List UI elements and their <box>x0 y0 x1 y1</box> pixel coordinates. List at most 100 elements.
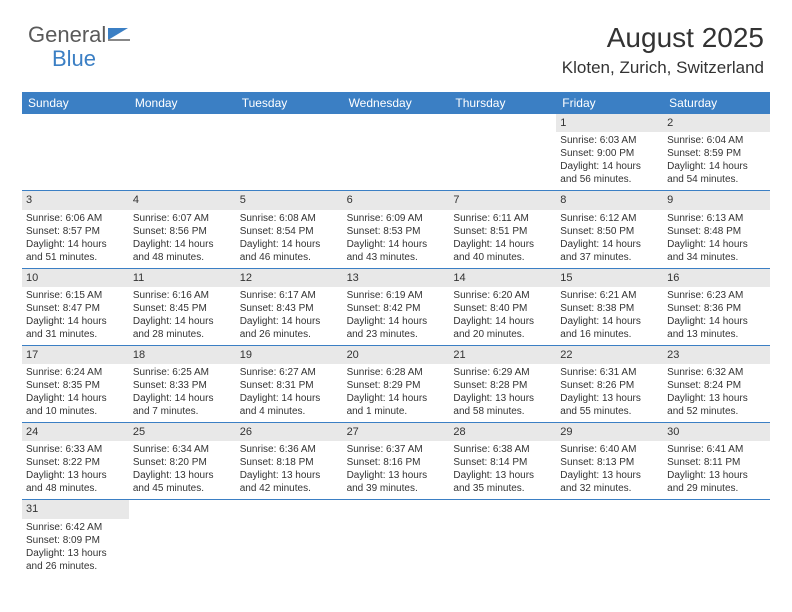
day-details: Sunrise: 6:31 AMSunset: 8:26 PMDaylight:… <box>556 364 663 422</box>
month-title: August 2025 <box>562 22 764 54</box>
day-number: 7 <box>449 191 556 209</box>
sunset-text: Sunset: 8:14 PM <box>453 456 552 469</box>
sunset-text: Sunset: 8:59 PM <box>667 147 766 160</box>
day-cell: 22Sunrise: 6:31 AMSunset: 8:26 PMDayligh… <box>556 346 663 422</box>
day-cell: 6Sunrise: 6:09 AMSunset: 8:53 PMDaylight… <box>343 191 450 267</box>
day-details: Sunrise: 6:07 AMSunset: 8:56 PMDaylight:… <box>129 210 236 268</box>
sunrise-text: Sunrise: 6:04 AM <box>667 134 766 147</box>
day-details: Sunrise: 6:03 AMSunset: 9:00 PMDaylight:… <box>556 132 663 190</box>
calendar: SundayMondayTuesdayWednesdayThursdayFrid… <box>22 92 770 577</box>
empty-cell <box>663 500 770 576</box>
sunrise-text: Sunrise: 6:06 AM <box>26 212 125 225</box>
daylight-text: Daylight: 14 hours and 23 minutes. <box>347 315 446 341</box>
sunrise-text: Sunrise: 6:16 AM <box>133 289 232 302</box>
empty-cell <box>236 114 343 190</box>
day-number: 24 <box>22 423 129 441</box>
sunrise-text: Sunrise: 6:09 AM <box>347 212 446 225</box>
daylight-text: Daylight: 13 hours and 29 minutes. <box>667 469 766 495</box>
sunset-text: Sunset: 8:50 PM <box>560 225 659 238</box>
daylight-text: Daylight: 13 hours and 26 minutes. <box>26 547 125 573</box>
day-number: 3 <box>22 191 129 209</box>
day-details: Sunrise: 6:25 AMSunset: 8:33 PMDaylight:… <box>129 364 236 422</box>
day-details: Sunrise: 6:04 AMSunset: 8:59 PMDaylight:… <box>663 132 770 190</box>
sunset-text: Sunset: 8:26 PM <box>560 379 659 392</box>
daylight-text: Daylight: 14 hours and 46 minutes. <box>240 238 339 264</box>
day-cell: 12Sunrise: 6:17 AMSunset: 8:43 PMDayligh… <box>236 269 343 345</box>
day-number: 10 <box>22 269 129 287</box>
daylight-text: Daylight: 14 hours and 51 minutes. <box>26 238 125 264</box>
day-cell: 2Sunrise: 6:04 AMSunset: 8:59 PMDaylight… <box>663 114 770 190</box>
day-number: 4 <box>129 191 236 209</box>
sunrise-text: Sunrise: 6:28 AM <box>347 366 446 379</box>
day-cell: 3Sunrise: 6:06 AMSunset: 8:57 PMDaylight… <box>22 191 129 267</box>
day-cell: 16Sunrise: 6:23 AMSunset: 8:36 PMDayligh… <box>663 269 770 345</box>
week-row: 17Sunrise: 6:24 AMSunset: 8:35 PMDayligh… <box>22 346 770 423</box>
day-details: Sunrise: 6:33 AMSunset: 8:22 PMDaylight:… <box>22 441 129 499</box>
day-details: Sunrise: 6:08 AMSunset: 8:54 PMDaylight:… <box>236 210 343 268</box>
day-number: 20 <box>343 346 450 364</box>
sunrise-text: Sunrise: 6:20 AM <box>453 289 552 302</box>
day-cell: 30Sunrise: 6:41 AMSunset: 8:11 PMDayligh… <box>663 423 770 499</box>
sunrise-text: Sunrise: 6:07 AM <box>133 212 232 225</box>
sunset-text: Sunset: 8:48 PM <box>667 225 766 238</box>
sunset-text: Sunset: 8:43 PM <box>240 302 339 315</box>
sunset-text: Sunset: 8:28 PM <box>453 379 552 392</box>
daylight-text: Daylight: 13 hours and 55 minutes. <box>560 392 659 418</box>
daylight-text: Daylight: 14 hours and 16 minutes. <box>560 315 659 341</box>
empty-cell <box>343 114 450 190</box>
daylight-text: Daylight: 14 hours and 13 minutes. <box>667 315 766 341</box>
sunrise-text: Sunrise: 6:42 AM <box>26 521 125 534</box>
sunrise-text: Sunrise: 6:38 AM <box>453 443 552 456</box>
day-cell: 1Sunrise: 6:03 AMSunset: 9:00 PMDaylight… <box>556 114 663 190</box>
daylight-text: Daylight: 13 hours and 48 minutes. <box>26 469 125 495</box>
location: Kloten, Zurich, Switzerland <box>562 58 764 78</box>
daylight-text: Daylight: 14 hours and 4 minutes. <box>240 392 339 418</box>
empty-cell <box>449 500 556 576</box>
day-details: Sunrise: 6:23 AMSunset: 8:36 PMDaylight:… <box>663 287 770 345</box>
daylight-text: Daylight: 14 hours and 48 minutes. <box>133 238 232 264</box>
week-row: 24Sunrise: 6:33 AMSunset: 8:22 PMDayligh… <box>22 423 770 500</box>
sunset-text: Sunset: 8:09 PM <box>26 534 125 547</box>
sunrise-text: Sunrise: 6:03 AM <box>560 134 659 147</box>
day-number: 6 <box>343 191 450 209</box>
dayname: Sunday <box>22 92 129 114</box>
sunset-text: Sunset: 8:36 PM <box>667 302 766 315</box>
day-cell: 20Sunrise: 6:28 AMSunset: 8:29 PMDayligh… <box>343 346 450 422</box>
sunset-text: Sunset: 8:53 PM <box>347 225 446 238</box>
sunset-text: Sunset: 8:35 PM <box>26 379 125 392</box>
empty-cell <box>343 500 450 576</box>
sunrise-text: Sunrise: 6:15 AM <box>26 289 125 302</box>
dayname: Saturday <box>663 92 770 114</box>
sunset-text: Sunset: 8:47 PM <box>26 302 125 315</box>
daylight-text: Daylight: 13 hours and 52 minutes. <box>667 392 766 418</box>
daylight-text: Daylight: 13 hours and 32 minutes. <box>560 469 659 495</box>
daylight-text: Daylight: 14 hours and 37 minutes. <box>560 238 659 264</box>
day-cell: 17Sunrise: 6:24 AMSunset: 8:35 PMDayligh… <box>22 346 129 422</box>
sunset-text: Sunset: 8:33 PM <box>133 379 232 392</box>
logo-text-blue: Blue <box>52 46 96 72</box>
empty-cell <box>236 500 343 576</box>
sunrise-text: Sunrise: 6:11 AM <box>453 212 552 225</box>
week-row: 10Sunrise: 6:15 AMSunset: 8:47 PMDayligh… <box>22 269 770 346</box>
day-number: 27 <box>343 423 450 441</box>
day-cell: 7Sunrise: 6:11 AMSunset: 8:51 PMDaylight… <box>449 191 556 267</box>
sunset-text: Sunset: 8:29 PM <box>347 379 446 392</box>
sunrise-text: Sunrise: 6:34 AM <box>133 443 232 456</box>
day-number: 22 <box>556 346 663 364</box>
daylight-text: Daylight: 14 hours and 26 minutes. <box>240 315 339 341</box>
day-number: 26 <box>236 423 343 441</box>
day-cell: 18Sunrise: 6:25 AMSunset: 8:33 PMDayligh… <box>129 346 236 422</box>
sunrise-text: Sunrise: 6:24 AM <box>26 366 125 379</box>
sunrise-text: Sunrise: 6:25 AM <box>133 366 232 379</box>
sunset-text: Sunset: 8:54 PM <box>240 225 339 238</box>
sunrise-text: Sunrise: 6:17 AM <box>240 289 339 302</box>
day-number: 19 <box>236 346 343 364</box>
sunset-text: Sunset: 8:42 PM <box>347 302 446 315</box>
day-details: Sunrise: 6:15 AMSunset: 8:47 PMDaylight:… <box>22 287 129 345</box>
daynames-row: SundayMondayTuesdayWednesdayThursdayFrid… <box>22 92 770 114</box>
sunset-text: Sunset: 8:11 PM <box>667 456 766 469</box>
day-details: Sunrise: 6:28 AMSunset: 8:29 PMDaylight:… <box>343 364 450 422</box>
day-cell: 29Sunrise: 6:40 AMSunset: 8:13 PMDayligh… <box>556 423 663 499</box>
day-cell: 21Sunrise: 6:29 AMSunset: 8:28 PMDayligh… <box>449 346 556 422</box>
day-cell: 28Sunrise: 6:38 AMSunset: 8:14 PMDayligh… <box>449 423 556 499</box>
